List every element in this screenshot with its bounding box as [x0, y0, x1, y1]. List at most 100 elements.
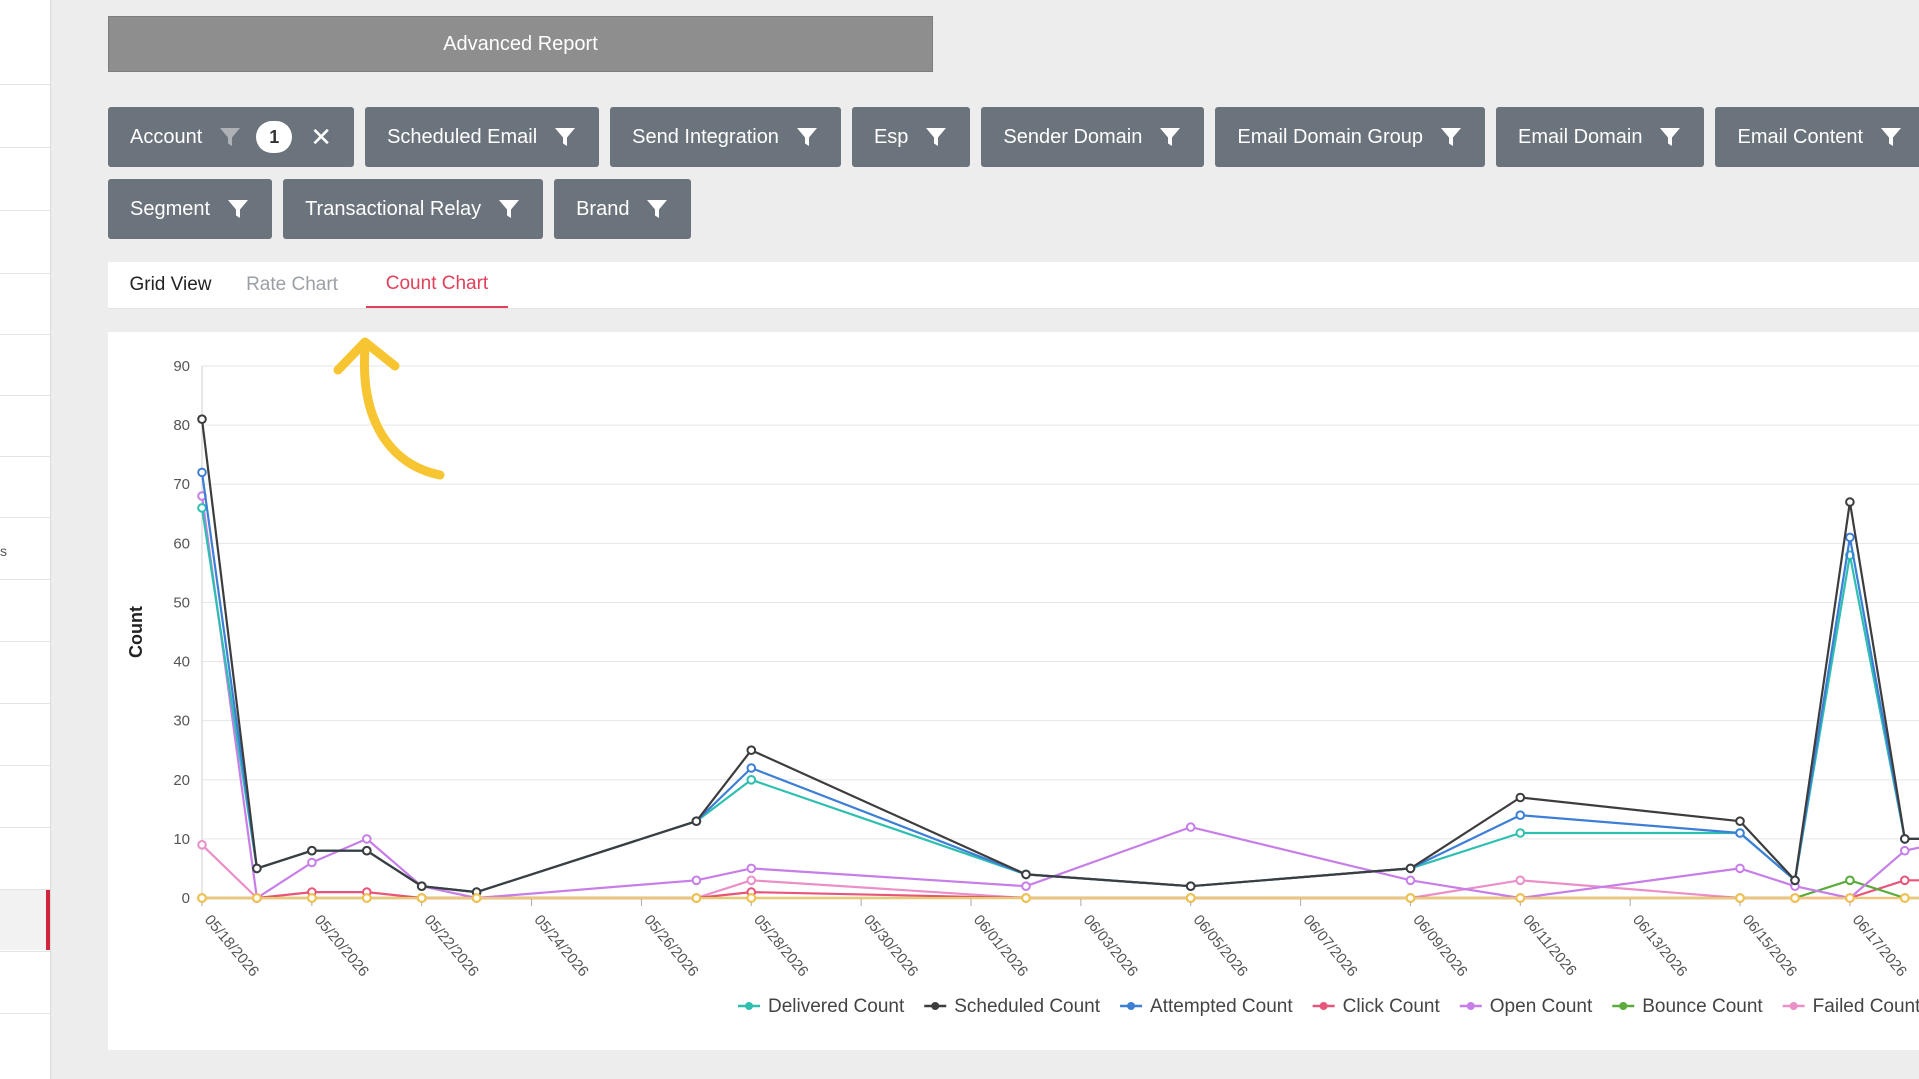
- y-tick-label: 40: [173, 654, 190, 671]
- data-point: [1845, 532, 1855, 543]
- data-point: [307, 857, 317, 868]
- filter-icon: [1879, 125, 1903, 149]
- data-point: [746, 863, 757, 874]
- data-point: [361, 845, 372, 856]
- filter-sender-domain-button[interactable]: Sender Domain: [981, 107, 1205, 167]
- tab-count-chart[interactable]: Count Chart: [366, 262, 508, 308]
- advanced-report-header[interactable]: Advanced Report: [108, 16, 933, 72]
- sidebar-divider: [0, 210, 50, 211]
- filter-email-content-button[interactable]: Email Content: [1715, 107, 1919, 167]
- filter-icon: [795, 125, 819, 149]
- data-point: [471, 893, 482, 903]
- data-point: [1845, 875, 1855, 886]
- data-point: [1735, 828, 1745, 838]
- data-point: [252, 863, 262, 874]
- series-scheduled-count: [197, 414, 1919, 897]
- filter-icon: [1658, 125, 1682, 149]
- data-point: [1515, 893, 1526, 903]
- filter-account-label: Account: [130, 125, 203, 148]
- filter-email-content-label: Email Content: [1737, 125, 1864, 148]
- legend-swatch-dot: [1789, 1002, 1798, 1010]
- legend-swatch-dot: [1466, 1002, 1475, 1010]
- filter-icon[interactable]: [218, 125, 242, 149]
- y-tick-label: 60: [173, 535, 190, 552]
- data-point: [197, 467, 207, 478]
- filter-icon: [497, 197, 521, 221]
- x-tick-label: 05/22/2026: [421, 912, 482, 980]
- sidebar: s: [0, 0, 51, 1079]
- sidebar-item-active[interactable]: [0, 890, 50, 950]
- legend-label: Click Count: [1343, 996, 1441, 1017]
- filter-brand-button[interactable]: Brand: [554, 179, 692, 239]
- filter-segment-label: Segment: [130, 197, 211, 220]
- filter-row-2: Segment Transactional Relay Brand: [108, 179, 692, 239]
- y-tick-label: 50: [173, 594, 190, 611]
- legend-item: Attempted Count: [1120, 996, 1293, 1017]
- legend-swatch-dot: [1619, 1002, 1628, 1010]
- legend-item: Delivered Count: [738, 996, 905, 1017]
- data-point: [416, 893, 427, 903]
- filter-segment-button[interactable]: Segment: [108, 179, 273, 239]
- sidebar-divider: [0, 517, 50, 518]
- data-point: [361, 834, 372, 844]
- series-line: [200, 472, 1919, 894]
- close-icon[interactable]: ✕: [310, 122, 333, 152]
- data-point: [1021, 893, 1031, 903]
- filter-email-domain-group-button[interactable]: Email Domain Group: [1215, 107, 1485, 167]
- filter-send-integration-button[interactable]: Send Integration: [610, 107, 841, 167]
- sidebar-divider: [0, 334, 50, 335]
- filter-email-domain-group-label: Email Domain Group: [1237, 125, 1423, 148]
- series-attempted-count: [197, 467, 1919, 897]
- sidebar-divider: [0, 765, 50, 766]
- filter-scheduled-email-button[interactable]: Scheduled Email: [365, 107, 600, 167]
- series-open-count: [197, 491, 1919, 903]
- account-count-badge: 1: [256, 121, 293, 153]
- y-tick-label: 30: [173, 713, 190, 730]
- filter-icon: [1158, 125, 1182, 149]
- series-line: [200, 495, 1919, 900]
- filter-icon: [553, 125, 577, 149]
- legend-item: Bounce Count: [1612, 996, 1763, 1017]
- legend-item: Scheduled Count: [924, 996, 1101, 1017]
- sidebar-text-fragment: s: [0, 543, 7, 559]
- data-point: [197, 840, 207, 850]
- data-point: [1900, 834, 1910, 844]
- filter-icon: [645, 197, 669, 221]
- data-point: [307, 845, 317, 856]
- view-tabs: Grid View Rate Chart Count Chart: [108, 262, 1919, 309]
- data-point: [1405, 875, 1416, 886]
- legend-item: Open Count: [1459, 996, 1593, 1017]
- tab-grid-view[interactable]: Grid View: [129, 274, 212, 295]
- y-tick-label: 80: [173, 417, 190, 434]
- filter-transactional-relay-button[interactable]: Transactional Relay: [283, 179, 544, 239]
- legend-swatch-dot: [1127, 1002, 1136, 1010]
- data-point: [1900, 875, 1910, 886]
- data-point: [1900, 845, 1910, 856]
- data-point: [1845, 893, 1855, 903]
- data-point: [1735, 816, 1745, 827]
- sidebar-divider: [0, 703, 50, 704]
- data-point: [1185, 893, 1196, 903]
- legend-label: Attempted Count: [1150, 996, 1293, 1017]
- filter-icon: [226, 197, 250, 221]
- data-point: [252, 893, 262, 903]
- sidebar-divider: [0, 84, 50, 85]
- filter-account-button[interactable]: Account 1 ✕: [108, 107, 355, 167]
- filter-esp-button[interactable]: Esp: [851, 107, 971, 167]
- x-tick-label: 05/30/2026: [860, 912, 921, 980]
- series-line: [200, 419, 1919, 894]
- x-tick-label: 05/28/2026: [750, 912, 811, 980]
- x-tick-label: 06/11/2026: [1519, 912, 1580, 980]
- x-tick-label: 06/01/2026: [970, 912, 1031, 980]
- data-point: [746, 775, 757, 785]
- legend-label: Bounce Count: [1642, 996, 1763, 1017]
- count-chart-panel: 0 10 20 30 40 50 60 70 80 90 Count 05/18/2026 05/20/…: [108, 332, 1919, 1050]
- data-point: [691, 875, 702, 886]
- legend-swatch-dot: [931, 1002, 940, 1010]
- y-tick-label: 90: [173, 358, 190, 375]
- filter-email-domain-button[interactable]: Email Domain: [1496, 107, 1705, 167]
- filter-esp-label: Esp: [873, 125, 909, 148]
- tab-rate-chart[interactable]: Rate Chart: [246, 274, 338, 295]
- data-point: [746, 875, 757, 886]
- filter-email-domain-label: Email Domain: [1518, 125, 1643, 148]
